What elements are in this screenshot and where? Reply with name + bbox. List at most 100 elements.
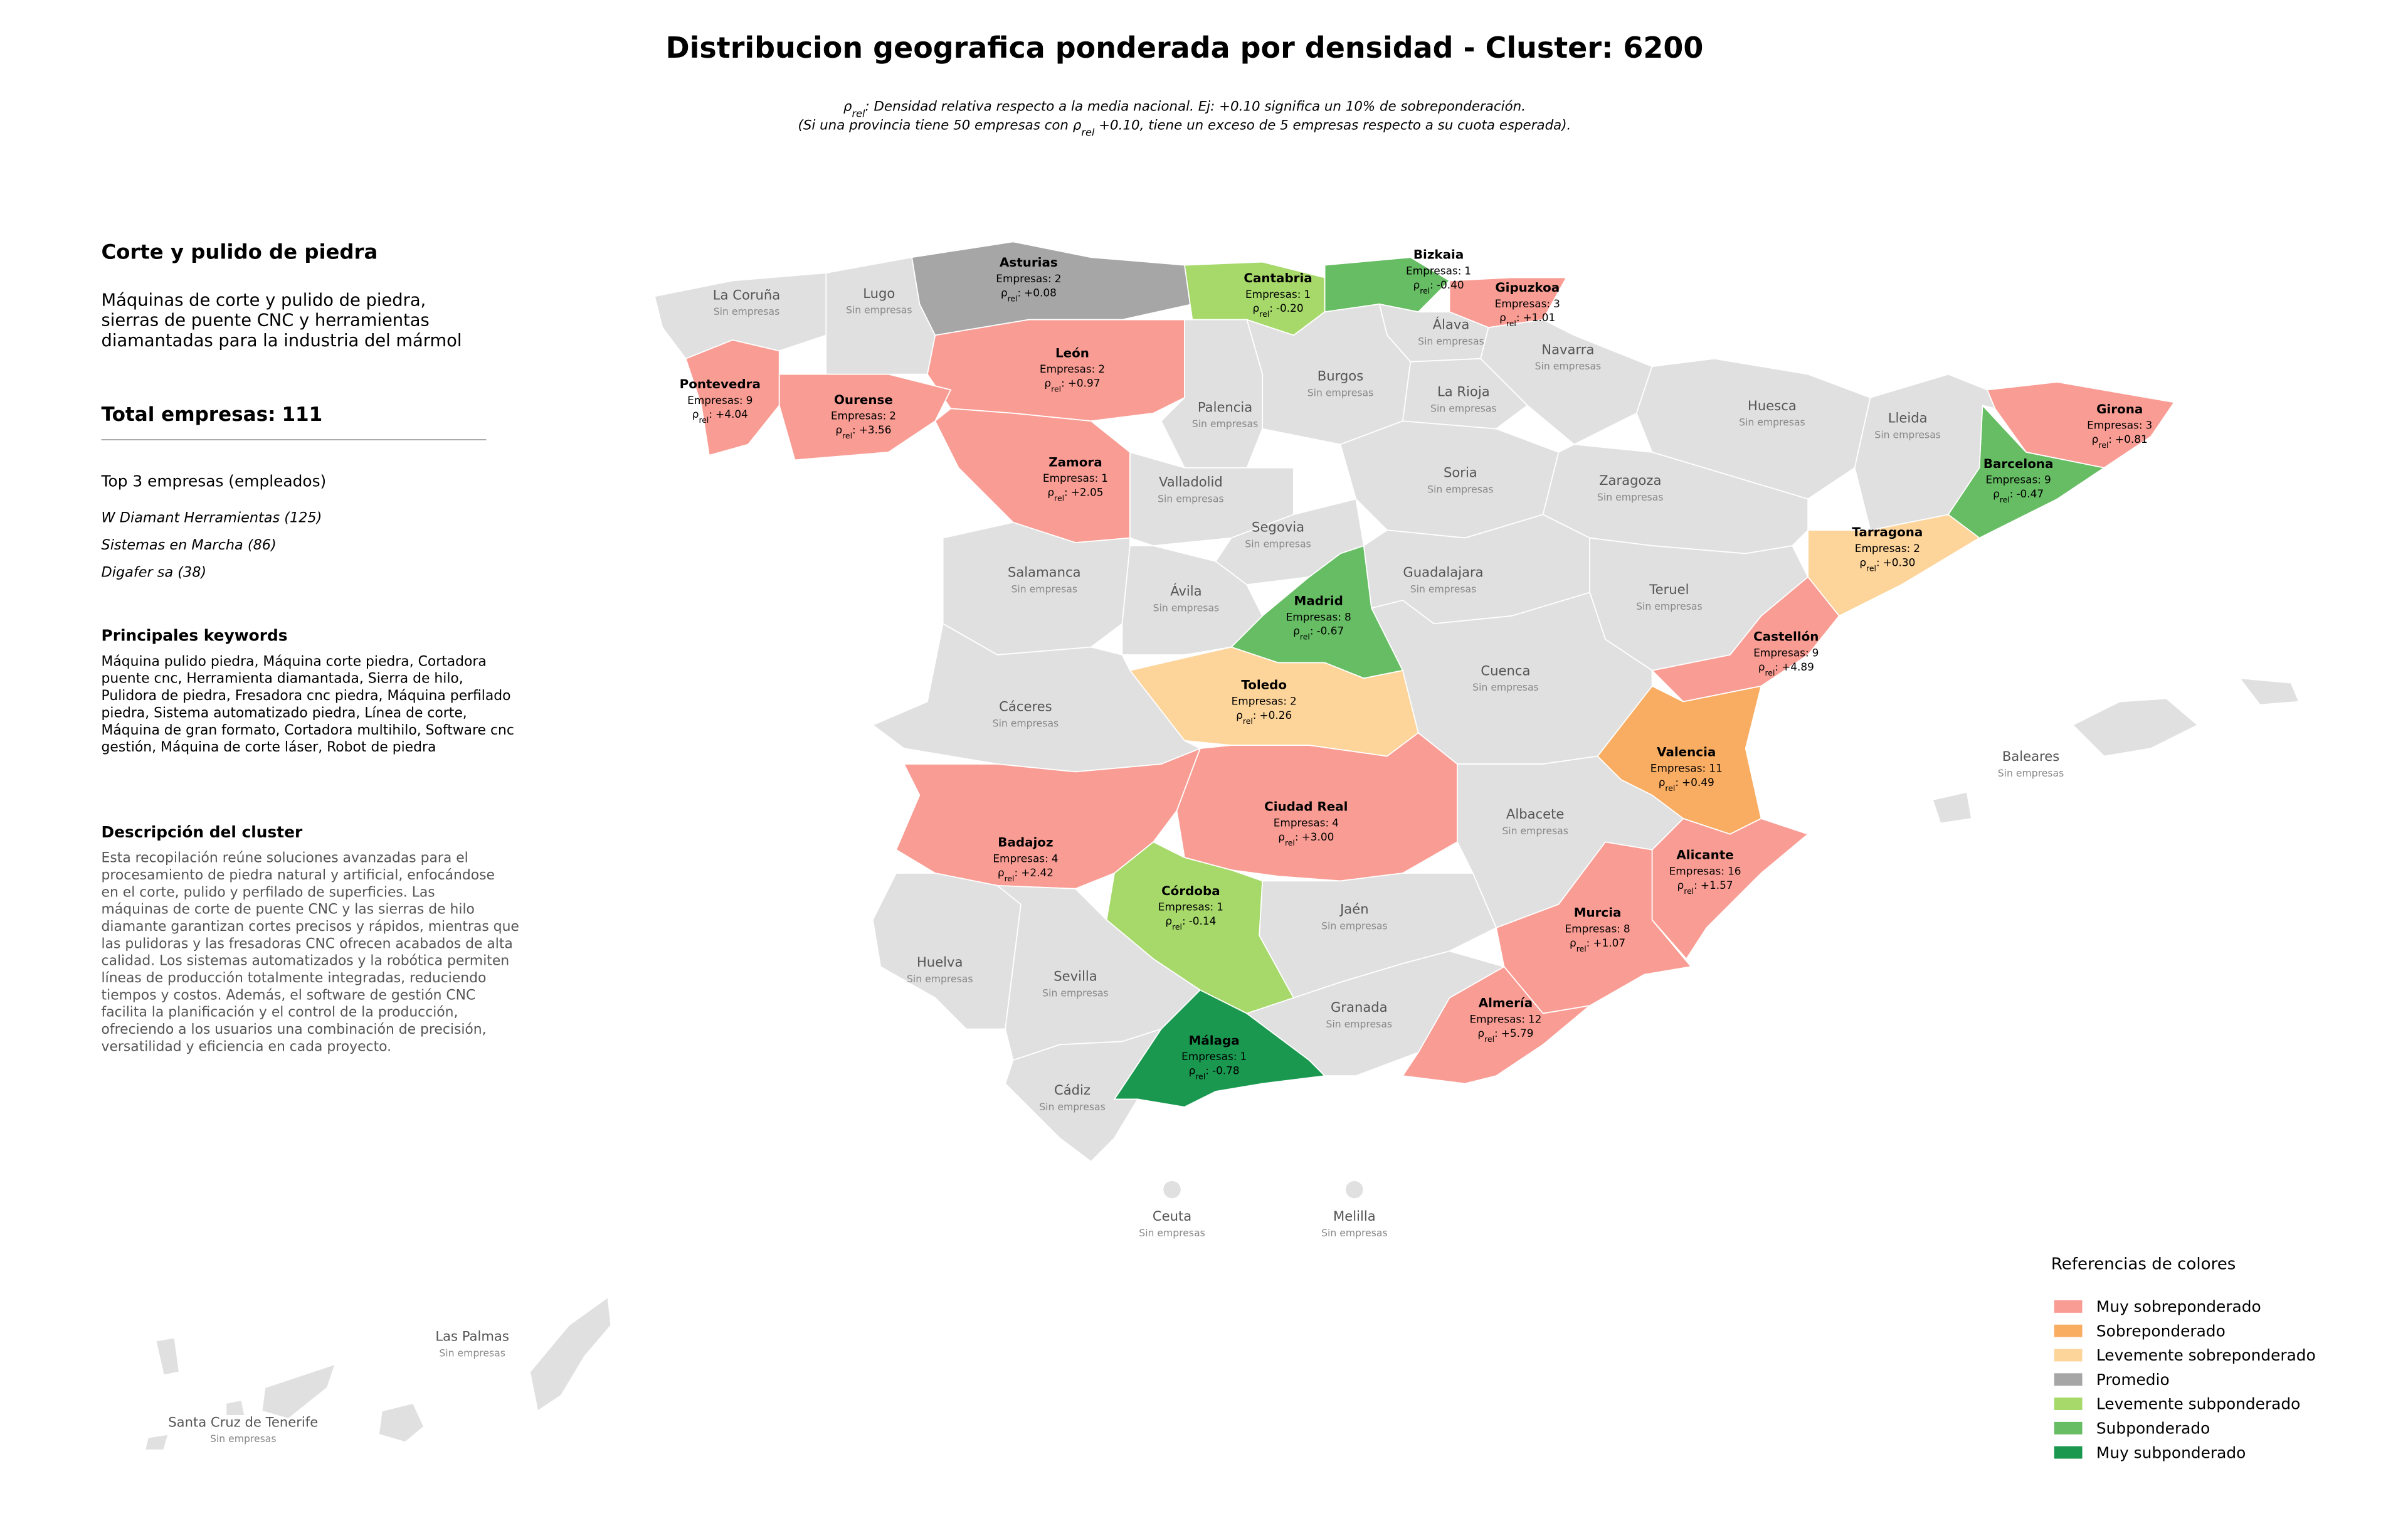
count-value: 11	[1709, 761, 1723, 774]
province-count: Empresas: 9	[687, 394, 752, 406]
count-label: Empresas:	[996, 272, 1051, 285]
province-name: Ourense	[834, 393, 893, 407]
rho-label: rel	[1195, 1071, 1205, 1081]
rho-label: rel	[1005, 873, 1015, 883]
legend-label: Muy sobreponderado	[2096, 1298, 2261, 1316]
keywords-title: Principales keywords	[102, 627, 288, 645]
province-count: Empresas: 9	[1986, 474, 2051, 486]
province-shape	[2238, 677, 2300, 706]
province-name: Segovia	[1252, 519, 1304, 535]
province-rho: ρrel: +0.30	[1859, 556, 1915, 573]
province-name: Lugo	[863, 285, 895, 301]
province-status: Sin empresas	[1998, 767, 2064, 779]
count-value: 3	[2146, 419, 2153, 432]
rho-label: :	[1015, 866, 1018, 879]
count-label: Empresas:	[1040, 363, 1095, 375]
province-count: Empresas: 2	[1855, 542, 1920, 554]
province-name: Cantabria	[1244, 271, 1312, 285]
cluster-text: diamante garantizan cortes precisos y rá…	[102, 919, 519, 935]
province-name: Las Palmas	[435, 1329, 509, 1344]
rho-label: :	[1876, 556, 1880, 568]
count-label: Empresas:	[1232, 695, 1287, 708]
count-value: 1	[1240, 1050, 1247, 1063]
province-name: Castellón	[1753, 630, 1819, 644]
rho-label: rel	[1300, 632, 1310, 641]
rho-label: :	[1694, 879, 1698, 891]
cluster-text: las pulidoras y las fresadoras CNC ofrec…	[102, 936, 513, 952]
count-value: 1	[1464, 265, 1471, 277]
rho-value: +4.89	[1782, 661, 1814, 673]
rho-label: ρ	[1677, 879, 1684, 891]
rho-value: +0.26	[1259, 709, 1292, 721]
legend-swatch	[2054, 1421, 2083, 1435]
province-shape	[2072, 698, 2199, 757]
top-company: Sistemas en Marcha (86)	[102, 537, 277, 553]
province-shape	[378, 1403, 425, 1443]
province-status: Sin empresas	[714, 305, 780, 317]
sidebar-description: sierras de puente CNC y herramientas	[102, 311, 430, 331]
rho-value: +1.07	[1593, 936, 1625, 949]
province-name: Badajoz	[998, 836, 1053, 850]
province-status: Sin empresas	[1410, 583, 1477, 595]
rho-value: -0.67	[1316, 625, 1344, 637]
rho-label: ρ	[1165, 915, 1172, 927]
count-label: Empresas:	[1986, 474, 2041, 486]
province-count: Empresas: 1	[1406, 265, 1471, 277]
province-shape	[529, 1296, 612, 1412]
province-count: Empresas: 16	[1669, 864, 1741, 877]
province-name: Valladolid	[1159, 474, 1223, 490]
rho-label: :	[1017, 286, 1021, 299]
legend-label: Subponderado	[2096, 1419, 2210, 1437]
count-value: 8	[1624, 922, 1630, 935]
province-name: Murcia	[1574, 906, 1622, 920]
province-rho: ρrel: -0.20	[1253, 302, 1304, 319]
cluster-text: máquinas de corte de puente CNC y las si…	[102, 902, 475, 918]
province-status: Sin empresas	[1321, 920, 1388, 931]
province-count: Empresas: 3	[2087, 419, 2152, 432]
rho-label: :	[2010, 487, 2014, 500]
province-name: Melilla	[1333, 1208, 1376, 1224]
rho-label: :	[1205, 1064, 1209, 1077]
province-name: Álava	[1433, 317, 1470, 332]
province-name: Ciudad Real	[1264, 800, 1348, 814]
rho-value: -0.78	[1212, 1064, 1240, 1077]
rho-label: ρ	[1044, 377, 1051, 390]
rho-label: rel	[1172, 922, 1182, 931]
count-label: Empresas:	[1158, 901, 1213, 913]
province-count: Empresas: 3	[1495, 297, 1560, 310]
province-rho: ρrel: +0.81	[2092, 433, 2148, 450]
province-count: Empresas: 2	[831, 410, 896, 422]
rho-value: +0.49	[1682, 776, 1714, 788]
total-label: Total empresas:	[102, 403, 276, 426]
legend-swatch	[2054, 1398, 2083, 1410]
cluster-text: facilita la planificación y el control d…	[102, 1005, 458, 1021]
sidebar-description: diamantadas para la industria del mármol	[102, 331, 462, 351]
cluster-text: versatilidad y eficiencia en cada proyec…	[102, 1039, 392, 1054]
rho-value: -0.20	[1276, 302, 1304, 314]
keywords: piedra, Sistema automatizado piedra, Lín…	[102, 705, 467, 721]
count-value: 2	[1098, 363, 1105, 375]
rho-label: rel	[1051, 384, 1061, 393]
province-status: Sin empresas	[1158, 492, 1224, 504]
province-status: Sin empresas	[1427, 484, 1494, 496]
legend-swatch	[2054, 1349, 2083, 1362]
subtitle: ρrel: Densidad relativa respecto a la me…	[843, 99, 1526, 120]
province-name: Lleida	[1888, 410, 1928, 426]
province-status: Sin empresas	[1139, 1227, 1205, 1239]
keywords: gestión, Máquina de corte láser, Robot d…	[102, 740, 436, 755]
province-name: Cuenca	[1481, 662, 1530, 678]
rho-label: :	[1182, 915, 1186, 927]
rho-value: +0.81	[2115, 433, 2148, 445]
province-rho: ρrel: -0.14	[1165, 915, 1216, 931]
count-label: Empresas:	[687, 394, 742, 406]
count-label: Empresas:	[1495, 297, 1550, 310]
province-name: Barcelona	[1983, 457, 2054, 471]
province-rho: ρrel: +3.00	[1278, 830, 1334, 847]
province-rho: ρrel: +5.79	[1477, 1027, 1533, 1044]
province-status: Sin empresas	[1321, 1227, 1388, 1239]
province-rho: ρrel: +0.26	[1236, 709, 1292, 726]
rho-value: +0.08	[1024, 286, 1057, 299]
province-status: Sin empresas	[1739, 416, 1805, 428]
province-rho: ρrel: +4.04	[692, 408, 748, 425]
